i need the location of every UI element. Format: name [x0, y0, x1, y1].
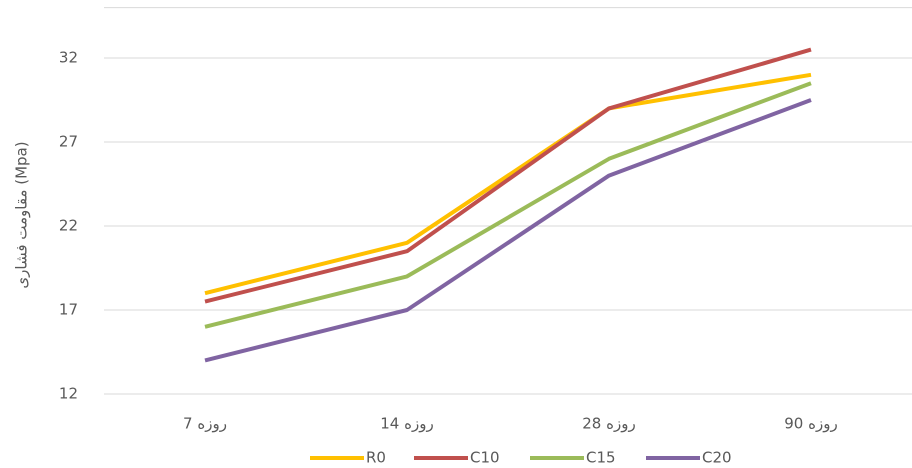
y-tick-label: 32 [59, 49, 78, 67]
y-axis-label: مقاومت فشاری (Mpa) [13, 141, 31, 288]
series-line [204, 98, 812, 363]
legend-label: C15 [586, 449, 616, 467]
x-tick-label: 7 روزه [183, 415, 227, 433]
legend-label: R0 [366, 449, 386, 467]
x-tick-label: 90 روزه [784, 415, 837, 433]
x-tick-label: 14 روزه [380, 415, 433, 433]
y-tick-label: 17 [59, 301, 78, 319]
legend-label: C20 [702, 449, 732, 467]
series-line [204, 47, 812, 304]
series-line [204, 81, 812, 329]
y-tick-label: 22 [59, 217, 78, 235]
legend-label: C10 [470, 449, 500, 467]
y-tick-label: 12 [59, 385, 78, 403]
x-tick-label: 28 روزه [582, 415, 635, 433]
series-line [204, 72, 812, 296]
y-tick-label: 27 [59, 133, 78, 151]
